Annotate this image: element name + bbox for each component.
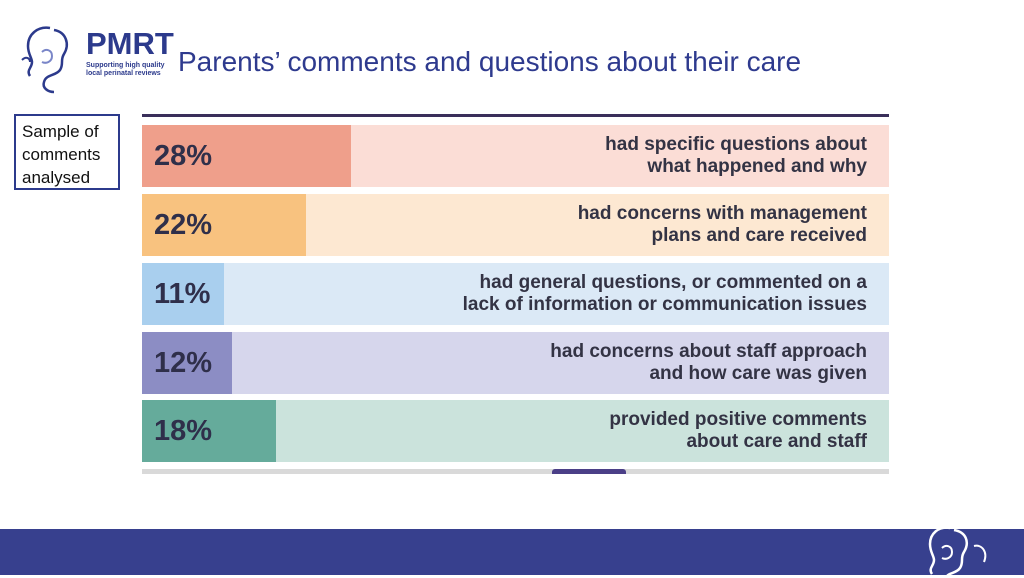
logo-wordmark: PMRT <box>86 26 174 61</box>
bar-category-line: about care and staff <box>686 431 867 452</box>
bar <box>142 400 277 462</box>
bar-row: 18% provided positive comments about care … <box>142 400 889 462</box>
bar-category-text: had concerns about staff approach and how… <box>550 341 867 385</box>
bar-value-label: 12% <box>154 346 213 379</box>
bar-category-line: what happened and why <box>647 156 867 177</box>
bar-value-label: 18% <box>154 414 213 447</box>
bar-value-label: 11% <box>154 277 211 310</box>
bar-category-text: had concerns with management plans and ca… <box>578 203 867 247</box>
bar <box>142 263 225 325</box>
chart-bottom-accent <box>552 469 626 474</box>
bar <box>142 125 352 187</box>
bar-category-line: had concerns with management <box>577 203 867 224</box>
slide-title: Parents’ comments and questions about th… <box>178 46 802 77</box>
bar-category-label: had concerns with management plans and ca… <box>347 194 867 256</box>
footer-silhouette-icon <box>928 526 987 578</box>
sample-note-line2: comments <box>22 145 101 164</box>
bar <box>142 332 232 394</box>
bar-category-label: had general questions, or commented on a… <box>347 263 867 325</box>
bar-track <box>142 263 889 325</box>
bar-category-text: provided positive comments about care and… <box>609 409 867 453</box>
bar-category-line: and how care was given <box>649 363 867 384</box>
bar-category-line: lack of information or communication iss… <box>462 294 867 315</box>
bar-category-label: had specific questions about what happene… <box>347 125 867 187</box>
bar-row: 22% had concerns with management plans and… <box>142 194 889 256</box>
logo-tagline: Supporting high quality local perinatal … <box>86 62 165 78</box>
bar-row: 11% had general questions, or commented o… <box>142 263 889 325</box>
bar-value-label: 22% <box>154 208 213 241</box>
logo-tagline-line2: local perinatal reviews <box>86 70 161 77</box>
chart-top-rule <box>142 114 889 117</box>
bar <box>142 194 307 256</box>
bar-track <box>142 332 889 394</box>
bar-category-label: provided positive comments about care and… <box>347 400 867 462</box>
bar-row: 12% had concerns about staff approach and … <box>142 332 889 394</box>
bar-value-label: 28% <box>154 139 213 172</box>
sample-note-line1: Sample of <box>22 122 99 141</box>
bar-category-text: had specific questions about what happene… <box>605 134 867 178</box>
bar-category-line: had general questions, or commented on a <box>479 272 867 293</box>
bar-category-label: had concerns about staff approach and how… <box>347 332 867 394</box>
bar-row: 28% had specific questions about what happ… <box>142 125 889 187</box>
bar-category-text: had general questions, or commented on a… <box>463 272 867 316</box>
pmrt-logo: PMRT Supporting high quality local perin… <box>20 22 174 94</box>
chart-bottom-rule <box>142 469 889 474</box>
footer-band <box>0 529 1024 575</box>
sample-note-line3: analysed <box>22 168 91 187</box>
bar-category-line: provided positive comments <box>609 409 867 430</box>
bar-category-line: had concerns about staff approach <box>550 341 867 362</box>
sample-note-box: Sample of comments analysed <box>14 114 120 190</box>
logo-tagline-line1: Supporting high quality <box>86 62 165 69</box>
bar-category-line: plans and care received <box>651 225 867 246</box>
bar-category-line: had specific questions about <box>605 134 867 155</box>
mother-baby-silhouette-icon <box>21 26 68 94</box>
